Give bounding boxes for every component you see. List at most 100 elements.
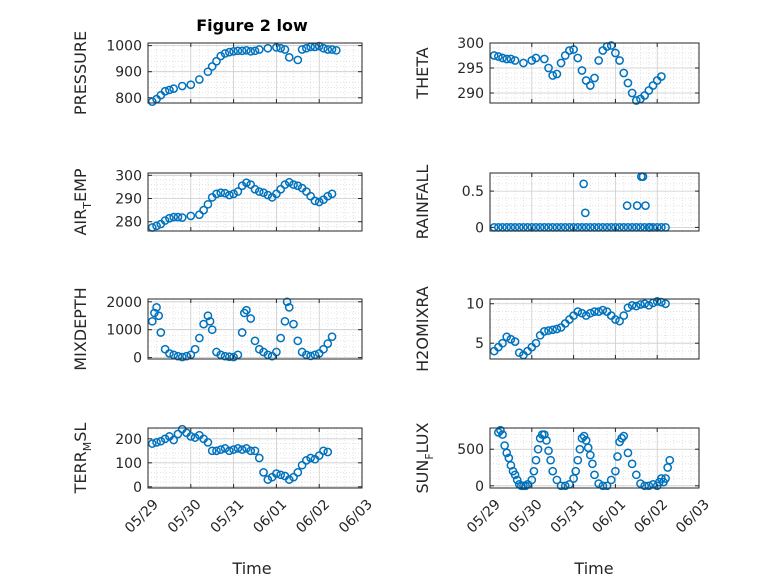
- y-tick-label: 900: [115, 65, 142, 81]
- data-point: [496, 425, 505, 435]
- data-point: [502, 332, 512, 342]
- y-axis-label-air_temp: AIRTEMP: [71, 168, 94, 235]
- y-axis-label-pressure: PRESSURE: [71, 31, 90, 115]
- data-point: [519, 58, 528, 68]
- series-air_temp: [147, 177, 337, 232]
- axes-box-rainfall: [489, 172, 700, 232]
- data-point: [263, 350, 273, 360]
- data-point: [280, 45, 290, 54]
- data-point: [641, 201, 650, 210]
- data-point: [314, 197, 324, 207]
- data-point: [510, 56, 520, 65]
- data-point: [152, 303, 161, 312]
- data-point: [632, 201, 642, 210]
- data-point: [531, 455, 541, 465]
- data-point: [611, 315, 620, 324]
- data-point: [544, 63, 553, 73]
- data-point: [250, 336, 260, 346]
- data-point: [302, 187, 311, 196]
- data-point: [521, 481, 530, 491]
- data-point: [220, 444, 230, 453]
- y-tick-label: 290: [115, 192, 142, 208]
- data-point: [254, 344, 264, 354]
- subplot-air_temp: 280 290 300 AIRTEMP: [71, 168, 363, 236]
- axes-box-air_temp: [147, 172, 363, 232]
- data-point: [246, 314, 256, 323]
- data-point: [617, 433, 627, 443]
- data-point: [250, 446, 260, 456]
- data-point: [186, 211, 196, 221]
- data-point: [203, 67, 213, 77]
- data-point: [216, 445, 226, 454]
- series-mixdepth: [147, 297, 337, 362]
- data-point: [224, 190, 234, 200]
- series-pressure: [147, 41, 341, 107]
- y-tick-label: 2000: [106, 295, 142, 311]
- data-point: [152, 221, 161, 231]
- data-point: [169, 435, 179, 445]
- data-point: [263, 475, 273, 484]
- data-point: [150, 308, 159, 318]
- data-point: [147, 316, 157, 326]
- data-point: [156, 328, 166, 337]
- data-point: [216, 51, 226, 61]
- data-point: [579, 431, 589, 441]
- data-point: [212, 56, 221, 66]
- data-point: [594, 479, 604, 488]
- data-point: [611, 48, 620, 58]
- data-point: [527, 475, 537, 485]
- data-point: [190, 344, 200, 354]
- data-point: [652, 297, 662, 306]
- data-point: [165, 349, 174, 358]
- data-point: [314, 451, 324, 460]
- data-point: [606, 475, 616, 485]
- y-axis-label-sun_flux: SUNFLUX: [413, 422, 436, 493]
- data-point: [263, 43, 273, 53]
- data-point: [588, 459, 597, 469]
- data-point: [573, 53, 583, 63]
- data-point: [585, 81, 595, 90]
- data-point: [606, 41, 616, 50]
- data-point: [203, 311, 213, 321]
- y-tick-label: 0.5: [462, 184, 484, 200]
- data-point: [571, 466, 581, 476]
- data-point: [556, 481, 566, 491]
- y-tick-label: 290: [457, 86, 484, 102]
- data-point: [284, 475, 294, 484]
- data-point: [640, 481, 650, 491]
- data-point: [289, 319, 298, 329]
- data-point: [177, 352, 187, 362]
- data-point: [611, 466, 620, 476]
- data-point: [552, 475, 562, 485]
- data-point: [327, 189, 337, 199]
- data-point: [302, 43, 311, 53]
- data-point: [494, 52, 503, 61]
- data-point: [640, 91, 650, 100]
- data-point: [544, 446, 553, 456]
- data-point: [615, 316, 624, 326]
- data-point: [577, 308, 587, 318]
- data-point: [190, 433, 200, 442]
- data-point: [165, 213, 174, 223]
- data-point: [598, 305, 608, 315]
- data-point: [494, 428, 503, 437]
- data-point: [297, 460, 307, 470]
- y-axis-label-terr_msl: TERRMSL: [71, 423, 94, 495]
- data-point: [250, 46, 260, 56]
- y-axis-label-h2omixra: H2OMIXRA: [413, 286, 432, 372]
- data-point: [259, 188, 268, 198]
- data-point: [293, 181, 303, 191]
- y-tick-label: 1000: [106, 39, 142, 55]
- data-point: [263, 190, 273, 200]
- data-point: [640, 299, 650, 309]
- data-point: [246, 46, 256, 56]
- y-tick-label: 10: [466, 297, 484, 313]
- data-point: [631, 470, 641, 480]
- data-point: [224, 47, 234, 57]
- data-point: [623, 78, 633, 88]
- data-point: [548, 71, 558, 80]
- subplot-h2omixra: 5 10 H2OMIXRA: [413, 286, 700, 372]
- y-tick-label: 300: [115, 168, 142, 184]
- y-tick-label: 0: [133, 480, 142, 496]
